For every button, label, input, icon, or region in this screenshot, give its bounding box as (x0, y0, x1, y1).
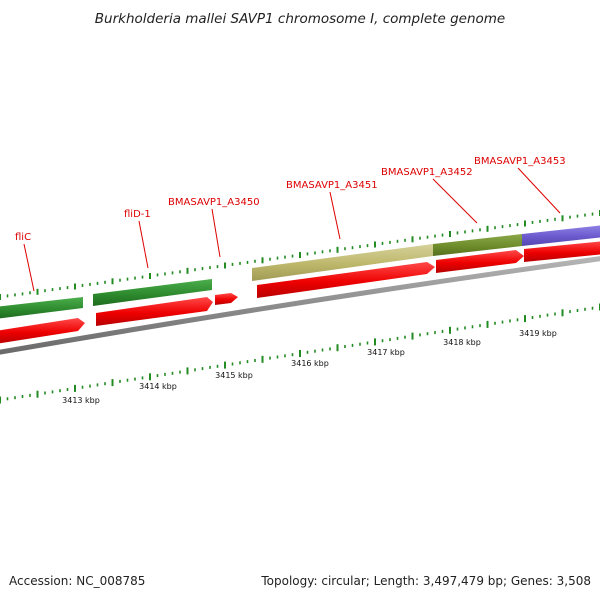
gene-label-BMASAVP1-A3452[interactable]: BMASAVP1_A3452 (381, 167, 473, 178)
gene-label-fliD-1[interactable]: fliD-1 (124, 209, 151, 220)
cds-BMASAVP1-A3451[interactable] (257, 262, 435, 298)
scale-label-3417: 3417 kbp (367, 348, 405, 357)
gene-BMASAVP1-A3453[interactable] (522, 225, 600, 246)
leader-BMASAVP1-A3450 (211, 208, 221, 258)
scale-label-3415: 3415 kbp (215, 371, 253, 380)
gene-labels: fliC fliD-1 BMASAVP1_A3450 BMASAVP1_A345… (15, 156, 566, 243)
gene-label-BMASAVP1-A3450[interactable]: BMASAVP1_A3450 (168, 197, 260, 208)
genome-backbone (0, 256, 600, 355)
genome-summary-text: Topology: circular; Length: 3,497,479 bp… (260, 574, 591, 588)
scale-labels: 3413 kbp 3414 kbp 3415 kbp 3416 kbp 3417… (62, 329, 557, 405)
gene-BMASAVP1-A3452[interactable] (433, 234, 522, 256)
scale-label-3419: 3419 kbp (519, 329, 557, 338)
scale-label-3418: 3418 kbp (443, 338, 481, 347)
accession-text: Accession: NC_008785 (9, 574, 145, 588)
cds-fliC[interactable] (0, 318, 85, 344)
gene-BMASAVP1-A3451[interactable] (252, 244, 433, 281)
outer-tick-ring (0, 210, 600, 300)
cds-BMASAVP1-A3453[interactable] (524, 241, 600, 262)
leader-BMASAVP1-A3452 (432, 178, 478, 224)
gene-label-fliC[interactable]: fliC (15, 232, 31, 243)
cds-BMASAVP1-A3452[interactable] (436, 250, 524, 273)
cds-BMASAVP1-A3450[interactable] (215, 293, 238, 305)
leader-fliD-1 (138, 220, 149, 269)
scale-label-3416: 3416 kbp (291, 359, 329, 368)
label-leaders (23, 167, 561, 292)
inner-tick-ring (0, 303, 600, 404)
map-title: Burkholderia mallei SAVP1 chromosome I, … (95, 11, 505, 27)
scale-label-3414: 3414 kbp (139, 382, 177, 391)
gene-track (0, 225, 600, 319)
gene-label-BMASAVP1-A3451[interactable]: BMASAVP1_A3451 (286, 180, 378, 191)
cds-fliD-1[interactable] (96, 297, 213, 326)
gene-label-BMASAVP1-A3453[interactable]: BMASAVP1_A3453 (474, 156, 566, 167)
gene-fliD-1[interactable] (93, 279, 212, 306)
leader-BMASAVP1-A3453 (517, 167, 561, 214)
gene-fliC[interactable] (0, 297, 83, 319)
cds-track (0, 241, 600, 344)
leader-BMASAVP1-A3451 (329, 191, 341, 240)
leader-fliC (23, 243, 35, 292)
scale-label-3413: 3413 kbp (62, 396, 100, 405)
